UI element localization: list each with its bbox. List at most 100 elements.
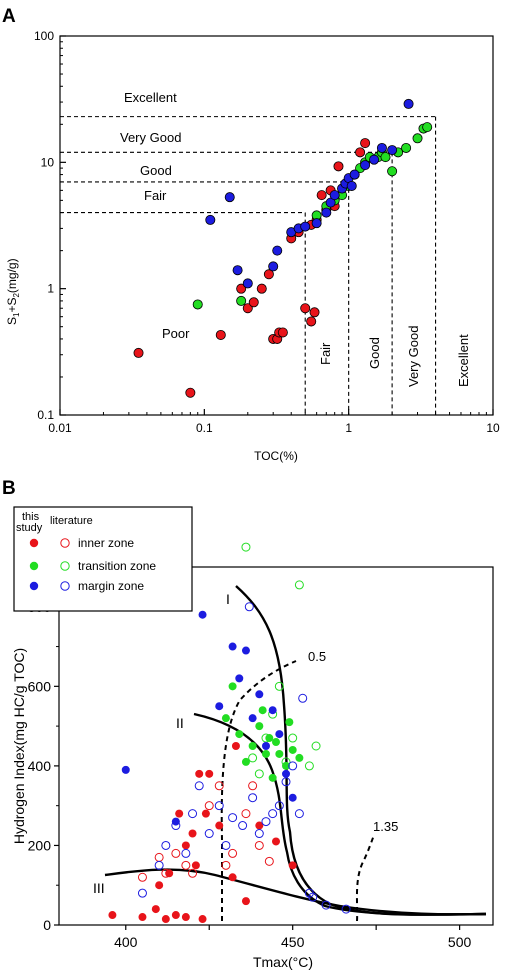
point-a-inner-zone (242, 303, 253, 314)
legend-header-this-study-2: study (16, 522, 43, 534)
point-b-transition-zone-open (254, 769, 264, 779)
panel-a-data-points (133, 98, 433, 398)
point-a-margin-zone (224, 192, 235, 203)
point-a-inner-zone (306, 316, 317, 327)
point-b-transition-zone-filled (295, 753, 304, 762)
panel-b-data-points (108, 542, 351, 924)
point-a-transition-zone (401, 142, 412, 153)
point-b-margin-zone-filled (198, 610, 207, 619)
point-b-margin-zone-open (274, 801, 284, 811)
class-label-poor: Poor (162, 326, 190, 341)
point-b-margin-zone-open (221, 840, 231, 850)
point-b-transition-zone-open (241, 542, 251, 552)
b-x-tick-label: 400 (114, 934, 138, 950)
panel-b-legend: this study literature inner zone transit… (13, 506, 193, 612)
point-b-margin-zone-open (154, 860, 164, 870)
point-b-margin-zone-open (137, 888, 147, 898)
point-b-inner-zone-filled (191, 861, 200, 870)
point-a-transition-zone (236, 295, 247, 306)
panel-b-label: B (2, 478, 16, 499)
point-b-inner-zone-filled (288, 861, 297, 870)
class-label-good-s1s2: Good (140, 163, 172, 178)
class-label-very-good-toc: Very Good (406, 326, 421, 387)
legend-inner-filled-marker (29, 538, 39, 548)
b-y-tick-label: 600 (28, 678, 52, 694)
ro-1-35-line (355, 834, 375, 922)
point-a-margin-zone (376, 142, 387, 153)
point-b-inner-zone-filled (175, 809, 184, 818)
point-b-inner-zone-filled (165, 869, 174, 878)
a-y-tick-label: 10 (41, 155, 55, 169)
point-b-margin-zone-open (194, 781, 204, 791)
point-a-margin-zone (205, 214, 216, 225)
curve-label-iii: III (93, 880, 105, 896)
point-b-inner-zone-filled (272, 837, 280, 846)
point-b-margin-zone-open (171, 821, 181, 831)
point-a-margin-zone (268, 261, 279, 272)
point-b-transition-zone-open (274, 681, 284, 691)
point-b-transition-zone-open (311, 741, 321, 751)
point-a-inner-zone (215, 329, 226, 340)
ro-0-5-line (220, 660, 297, 921)
a-x-tick-label: 10 (486, 421, 500, 435)
point-a-inner-zone (355, 147, 366, 158)
class-label-excellent-s1s2: Excellent (124, 90, 177, 105)
point-b-inner-zone-open (248, 781, 258, 791)
a-x-tick-label: 0.1 (196, 421, 213, 435)
point-b-inner-zone-filled (241, 897, 250, 906)
point-a-inner-zone (309, 307, 320, 318)
point-b-margin-zone-open (204, 829, 214, 839)
point-a-inner-zone (333, 161, 344, 172)
legend-margin-open-marker (60, 581, 70, 591)
a-y-tick-label: 100 (34, 29, 54, 43)
point-a-margin-zone (242, 278, 253, 289)
curve-label-ii: II (176, 715, 184, 731)
point-a-margin-zone (329, 190, 340, 201)
point-a-inner-zone (300, 303, 311, 314)
point-a-margin-zone (387, 145, 398, 156)
point-b-margin-zone-open (321, 900, 331, 910)
point-b-margin-zone-open (288, 761, 298, 771)
panel-a-threshold-lines (60, 116, 437, 415)
point-b-transition-zone-filled (235, 730, 244, 739)
point-b-transition-zone-filled (288, 745, 297, 754)
point-b-inner-zone-filled (215, 821, 224, 830)
point-b-margin-zone-filled (255, 690, 264, 699)
point-a-transition-zone (412, 133, 423, 144)
point-b-inner-zone-filled (205, 769, 214, 778)
point-b-margin-zone-open (181, 848, 191, 858)
point-b-inner-zone-open (214, 781, 224, 791)
point-a-margin-zone (232, 265, 243, 276)
point-b-margin-zone-filled (275, 730, 284, 739)
point-a-margin-zone (360, 160, 371, 171)
panel-a-y-axis-title: S1+S2(mg/g) (5, 258, 21, 325)
legend-transition-filled-marker (29, 561, 39, 571)
point-b-inner-zone-open (254, 840, 264, 850)
point-b-inner-zone-filled (181, 913, 190, 922)
a-x-tick-label: 1 (345, 421, 352, 435)
point-b-margin-zone-open (341, 904, 351, 914)
point-a-transition-zone (380, 152, 391, 163)
panel-b-y-axis-title: Hydrogen Index(mg HC/g TOC) (11, 648, 27, 844)
point-b-inner-zone-filled (231, 742, 240, 750)
point-a-margin-zone (272, 245, 283, 256)
point-b-inner-zone-open (204, 801, 214, 811)
point-b-margin-zone-filled (282, 769, 291, 778)
panel-a-x-axis-title: TOC(%) (254, 449, 298, 463)
y-subscript-1: 1 (12, 312, 21, 317)
point-b-inner-zone-open (188, 868, 198, 878)
point-b-transition-zone-filled (268, 773, 277, 782)
legend-margin-filled-marker (29, 581, 39, 591)
point-a-inner-zone (133, 347, 144, 358)
point-b-transition-zone-filled (265, 734, 274, 743)
legend-transition-open-marker (60, 561, 70, 571)
a-y-tick-label: 1 (47, 282, 54, 296)
point-b-transition-zone-filled (261, 749, 270, 758)
point-b-inner-zone-open (228, 848, 238, 858)
point-b-margin-zone-filled (248, 714, 257, 723)
point-a-inner-zone (185, 387, 196, 398)
point-a-transition-zone (387, 166, 398, 177)
class-label-fair-s1s2: Fair (144, 188, 167, 203)
point-a-margin-zone (300, 221, 311, 232)
